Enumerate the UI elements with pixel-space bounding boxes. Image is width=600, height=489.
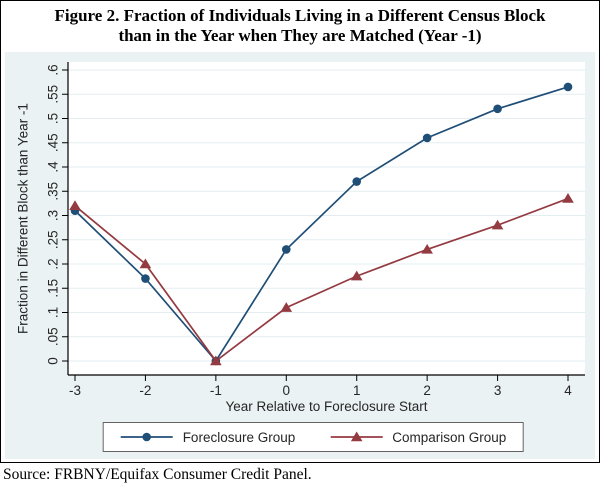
y-tick-label: .25 [46,230,61,249]
plot-area [68,62,585,375]
data-point-comparison-group [350,270,363,281]
data-point-comparison-group [491,219,504,230]
chart-area: 0 .05 .1 .15 .2 .25 .3 .35 .4 .45 .5 .55 .6 -3 -2 -1 0 1 2… [5,52,595,459]
x-tick-label: 2 [423,383,431,398]
source-note: Source: FRBNY/Equifax Consumer Credit Pa… [3,466,312,483]
data-point-comparison-group [139,258,152,269]
figure-title: Figure 2. Fraction of Individuals Living… [1,1,599,46]
legend-label-foreclosure-group: Foreclosure Group [182,429,296,445]
triangle-line-marker-icon [330,431,383,442]
data-point-foreclosure-group [281,245,291,254]
data-point-foreclosure-group [141,274,150,283]
y-tick-label: .05 [46,327,61,346]
y-tick-label: .5 [46,113,61,124]
legend-label-comparison-group: Comparison Group [392,429,507,445]
data-point-foreclosure-group [352,177,362,186]
chart-canvas: 0 .05 .1 .15 .2 .25 .3 .35 .4 .45 .5 .55 .6 -3 -2 -1 0 1 2… [16,62,585,414]
y-tick-label: .6 [46,64,61,75]
x-axis-title: Year Relative to Foreclosure Start [225,399,427,414]
x-tick-label: -1 [210,383,222,398]
series-line-comparison-group [74,197,569,363]
x-tick-label: 1 [353,383,361,398]
y-tick-label: .2 [46,258,61,269]
chart-legend: Foreclosure Group Comparison Group [102,422,524,452]
data-point-foreclosure-group [422,133,432,143]
figure-title-line1: Figure 2. Fraction of Individuals Living… [54,6,546,25]
y-tick-label: .55 [46,85,61,104]
y-tick-label: .35 [46,182,61,201]
y-tick-label: 0 [46,357,61,365]
circle-line-marker-icon [120,432,173,442]
data-point-comparison-group [69,200,81,210]
x-tick-label: 3 [494,383,502,398]
y-tick-label: .4 [46,161,61,173]
data-point-comparison-group [210,355,222,366]
data-point-comparison-group [562,193,574,203]
legend-entry-comparison-group: Comparison Group [329,430,506,445]
y-tick-label: .3 [46,210,61,221]
x-tick-label: -3 [69,383,81,398]
figure-title-line2: than in the Year when They are Matched (… [118,26,482,45]
figure-frame: Figure 2. Fraction of Individuals Living… [0,0,600,463]
series-line-foreclosure-group [74,86,569,363]
legend-entry-foreclosure-group: Foreclosure Group [120,429,296,445]
y-tick-label: .15 [46,279,61,298]
data-point-foreclosure-group [493,104,502,114]
legend-triangle-marker [350,431,363,442]
x-tick-label: 0 [283,383,291,398]
y-tick-label: .1 [46,307,61,318]
data-point-comparison-group [421,243,433,254]
legend-circle-marker [142,432,151,442]
x-tick-label: 4 [564,383,572,398]
y-axis-title: Fraction in Different Block than Year -1 [16,103,31,334]
data-point-foreclosure-group [563,82,573,92]
data-point-comparison-group [280,302,293,312]
y-tick-label: .45 [46,133,61,152]
x-tick-label: -2 [139,383,151,398]
